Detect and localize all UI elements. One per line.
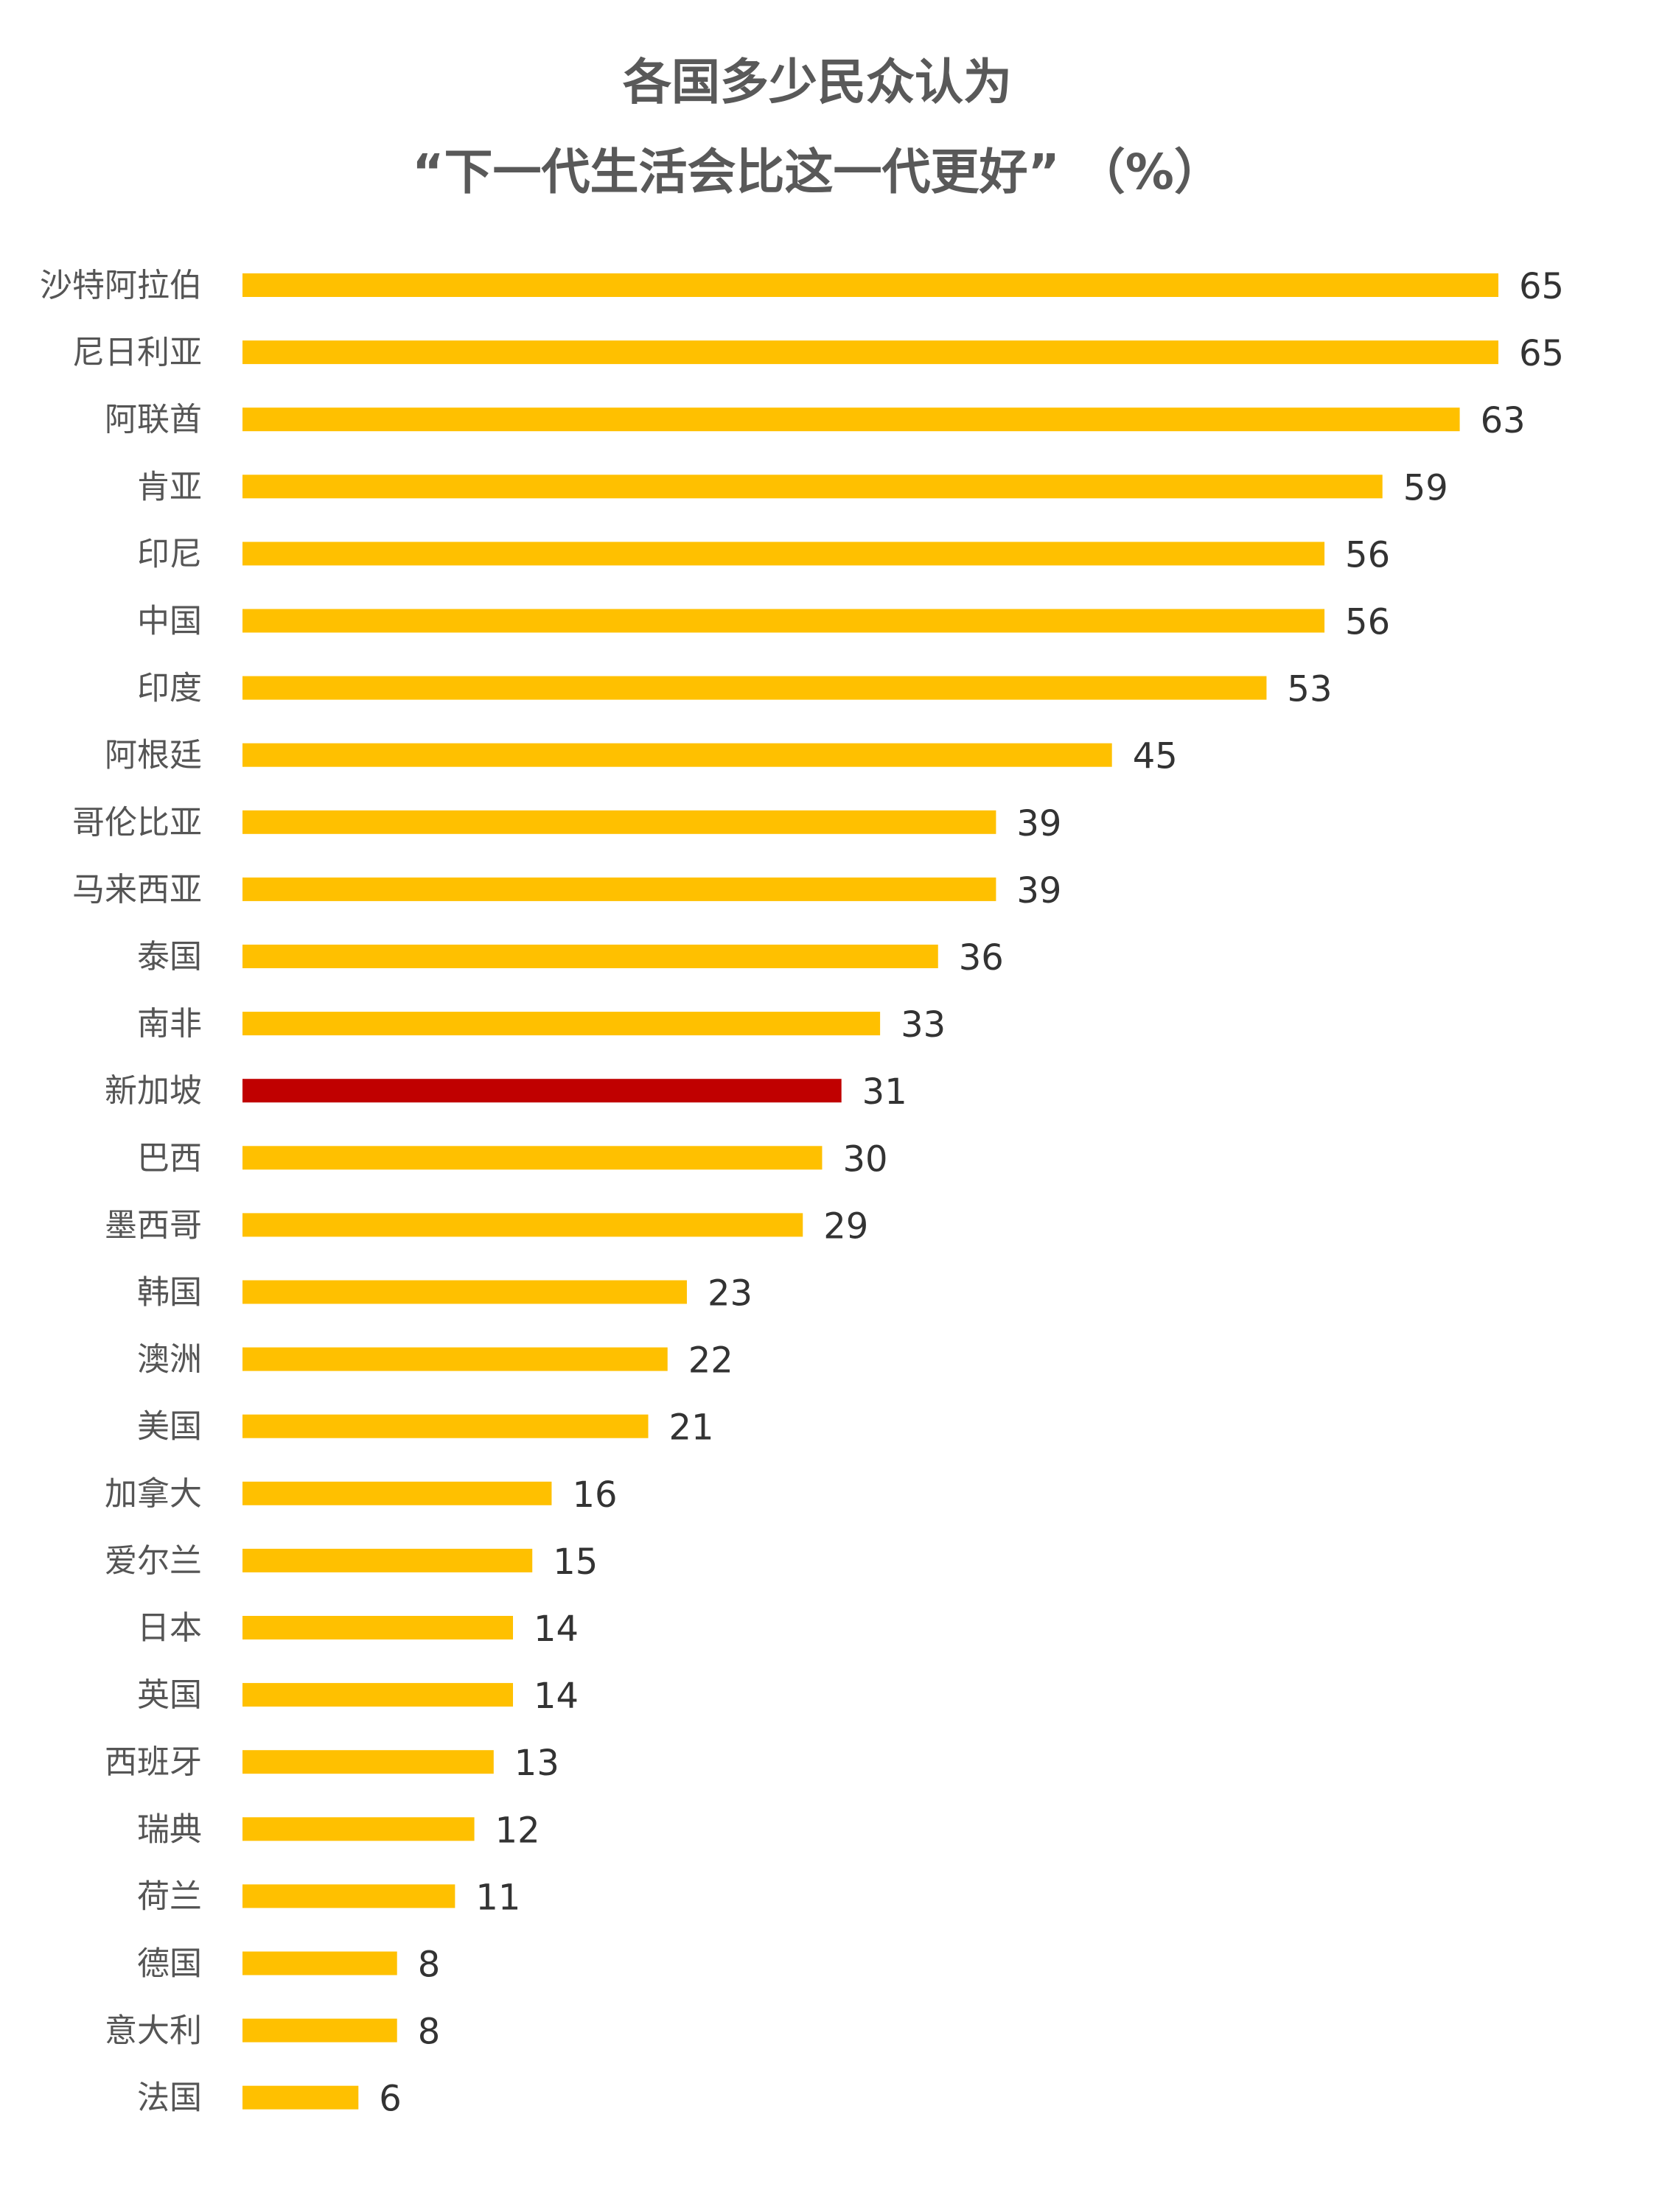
bar: [242, 1951, 397, 1975]
category-label: 阿根廷: [105, 737, 202, 774]
bar: [242, 1616, 514, 1639]
category-label: 加拿大: [105, 1475, 202, 1513]
value-label: 21: [669, 1407, 714, 1449]
category-label: 印度: [137, 670, 202, 707]
value-label: 30: [842, 1138, 887, 1180]
bar: [242, 1817, 475, 1841]
category-label: 泰国: [137, 938, 202, 976]
value-label: 23: [708, 1273, 753, 1315]
category-label: 美国: [137, 1408, 202, 1446]
value-label: 65: [1519, 333, 1564, 374]
category-label: 韩国: [137, 1274, 202, 1312]
value-label: 31: [862, 1071, 907, 1113]
category-label: 沙特阿拉伯: [40, 267, 202, 304]
bar: [242, 877, 996, 901]
bar: [242, 1683, 514, 1707]
category-label: 马来西亚: [72, 871, 202, 909]
value-label: 56: [1345, 534, 1390, 575]
bar: [242, 1414, 649, 1438]
category-label: 英国: [137, 1676, 202, 1714]
value-label: 6: [379, 2079, 402, 2120]
category-label: 法国: [137, 2079, 202, 2117]
value-label: 63: [1481, 400, 1526, 441]
bar: [242, 743, 1112, 767]
value-label: 45: [1133, 736, 1178, 777]
category-label: 意大利: [105, 2012, 202, 2050]
value-label: 16: [572, 1474, 617, 1516]
bar: [242, 1347, 668, 1371]
bar: [242, 1012, 881, 1036]
category-label: 南非: [137, 1005, 202, 1043]
chart-subtitle: “下一代生活会比这一代更好” （%）: [412, 144, 1223, 200]
bar: [242, 407, 1460, 432]
bar: [242, 810, 996, 834]
value-label: 12: [495, 1810, 540, 1851]
bar: [242, 1548, 533, 1572]
value-label: 36: [959, 937, 1004, 979]
value-label: 56: [1345, 602, 1390, 643]
category-label: 荷兰: [137, 1877, 202, 1915]
bar: [242, 1280, 687, 1304]
category-label: 印尼: [137, 535, 202, 573]
bar: [242, 676, 1267, 700]
value-label: 59: [1403, 467, 1448, 508]
value-label: 29: [823, 1205, 868, 1247]
category-label: 墨西哥: [105, 1206, 202, 1244]
category-label: 哥伦比亚: [72, 804, 202, 841]
value-label: 14: [534, 1609, 579, 1650]
bar: [242, 475, 1383, 499]
value-label: 15: [553, 1541, 598, 1583]
value-label: 53: [1287, 669, 1332, 710]
bar: [242, 273, 1498, 297]
chart-title: 各国多少民众认为: [623, 54, 1012, 111]
category-label: 新加坡: [105, 1072, 202, 1110]
bar: [242, 1884, 455, 1908]
category-label: 爱尔兰: [105, 1542, 202, 1580]
value-label: 65: [1519, 266, 1564, 307]
category-label: 阿联酋: [105, 401, 202, 438]
bar: [242, 1481, 552, 1505]
bar: [242, 945, 938, 968]
bar: [242, 1213, 803, 1237]
category-label: 澳洲: [137, 1341, 202, 1379]
bar: [242, 542, 1325, 566]
category-label: 肯亚: [137, 468, 202, 505]
bar: [242, 1750, 494, 1774]
value-label: 8: [418, 2012, 441, 2053]
category-label: 尼日利亚: [72, 334, 202, 371]
value-label: 11: [475, 1877, 520, 1918]
category-label: 西班牙: [105, 1743, 202, 1781]
bar: [242, 340, 1498, 365]
value-label: 39: [1016, 870, 1061, 911]
bar: [242, 2018, 397, 2043]
value-label: 39: [1016, 803, 1061, 844]
value-label: 33: [901, 1004, 946, 1046]
bar: [242, 609, 1325, 633]
value-label: 22: [688, 1340, 733, 1382]
bar: [242, 1146, 823, 1170]
category-label: 瑞典: [137, 1810, 202, 1848]
bar: [242, 1079, 842, 1103]
value-label: 14: [534, 1676, 579, 1717]
category-label: 中国: [137, 603, 202, 640]
category-label: 德国: [137, 1945, 202, 1983]
value-label: 13: [514, 1743, 559, 1784]
value-label: 8: [418, 1945, 441, 1986]
category-label: 日本: [137, 1609, 202, 1647]
category-label: 巴西: [137, 1139, 202, 1177]
bar: [242, 2085, 359, 2110]
